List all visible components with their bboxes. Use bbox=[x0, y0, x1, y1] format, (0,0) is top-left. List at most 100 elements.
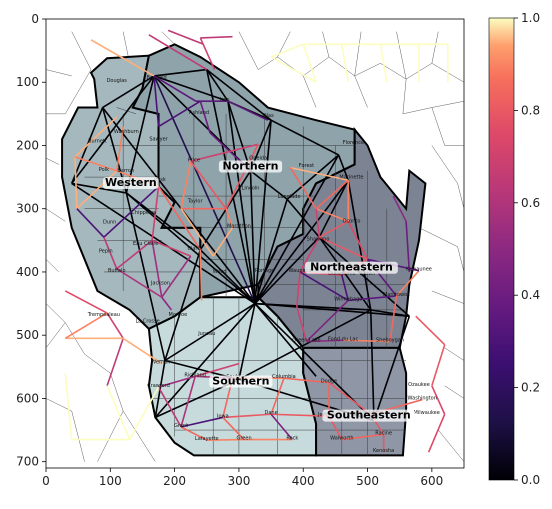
county-label: Dane bbox=[264, 410, 277, 416]
graph-edge bbox=[299, 271, 349, 302]
county-label: Forest bbox=[299, 163, 314, 169]
y-tick-label: 200 bbox=[16, 138, 39, 152]
graph-edge bbox=[254, 120, 272, 304]
county-label: Douglas bbox=[107, 78, 128, 84]
county-label: Green Lake bbox=[292, 338, 320, 344]
county-label: Sawyer bbox=[149, 136, 168, 142]
graph-edge bbox=[199, 249, 203, 301]
county-label: Langlade bbox=[278, 194, 301, 200]
county-label: Marathon bbox=[227, 224, 251, 230]
county-label: Burnett bbox=[88, 138, 107, 144]
colorbar-axis: 0.0 0.2 0.4 0.6 0.8 1.0 bbox=[514, 11, 540, 487]
voronoi-edge bbox=[402, 79, 407, 114]
county-label: Jackson bbox=[150, 281, 170, 287]
graph-edge bbox=[71, 75, 155, 184]
x-tick-label: 200 bbox=[163, 474, 186, 488]
voronoi-edge bbox=[46, 69, 72, 77]
voronoi-edge bbox=[444, 385, 464, 399]
region-label-bg bbox=[305, 261, 398, 274]
voronoi-edge bbox=[431, 107, 445, 146]
graph-edge bbox=[318, 179, 349, 238]
y-axis: 0 100 200 300 400 500 600 700 bbox=[16, 12, 46, 469]
graph-edge bbox=[115, 126, 124, 171]
voronoi-edge bbox=[46, 398, 72, 412]
graph-edge bbox=[103, 236, 118, 270]
county-label: Kewaunee bbox=[406, 267, 432, 273]
region-label: Northeastern bbox=[310, 261, 393, 274]
graph-edge bbox=[343, 339, 391, 343]
graph-edge bbox=[128, 386, 160, 440]
county-label: Washburn bbox=[114, 129, 139, 135]
graph-edge bbox=[151, 186, 160, 241]
graph-edge bbox=[238, 309, 372, 381]
voronoi-edge bbox=[354, 75, 368, 108]
graph-edge bbox=[180, 376, 196, 428]
voronoi-edge bbox=[328, 56, 355, 77]
graph-edge bbox=[106, 385, 131, 440]
graph-edge bbox=[238, 303, 256, 380]
county-label: Milwaukee bbox=[414, 410, 440, 416]
graph-edge bbox=[157, 186, 202, 251]
voronoi-edge bbox=[431, 290, 464, 304]
voronoi-edge bbox=[431, 101, 464, 108]
graph-edge bbox=[161, 255, 192, 298]
graph-edge bbox=[106, 312, 124, 339]
graph-edge bbox=[190, 160, 227, 210]
graph-edge bbox=[125, 192, 166, 361]
graph-edge bbox=[74, 156, 78, 209]
county-label: Vilas bbox=[262, 113, 274, 119]
voronoi-edge bbox=[444, 347, 464, 361]
county-label: Trempealeau bbox=[87, 312, 120, 318]
graph-edge bbox=[190, 143, 259, 163]
graph-edge bbox=[106, 338, 124, 387]
voronoi-edge bbox=[46, 322, 66, 348]
graph-edge bbox=[116, 239, 153, 270]
region-label: Southern bbox=[212, 375, 269, 388]
county-label: Manitowoc bbox=[383, 292, 410, 298]
x-tick-label: 100 bbox=[99, 474, 122, 488]
graph-edge bbox=[341, 433, 384, 441]
graph-edge bbox=[167, 29, 204, 46]
voronoi-edge bbox=[110, 373, 124, 412]
county-label: Monroe bbox=[169, 312, 188, 318]
x-tick-label: 600 bbox=[420, 474, 443, 488]
colorbar-tick-label: 0.6 bbox=[521, 196, 540, 210]
county-label: Fond du Lac bbox=[328, 336, 358, 342]
graph-edge bbox=[270, 43, 304, 58]
graph-edge bbox=[379, 44, 388, 83]
voronoi-edge bbox=[46, 303, 66, 323]
graph-edge bbox=[373, 315, 411, 421]
graph-edge bbox=[222, 413, 272, 419]
graph-edge bbox=[116, 268, 163, 298]
county-label: Wood bbox=[213, 269, 227, 275]
graph-edge bbox=[290, 166, 349, 182]
graph-edge bbox=[318, 220, 349, 238]
graph-edge bbox=[206, 68, 272, 121]
county-label: Eau Claire bbox=[133, 241, 158, 247]
county-label: Iron bbox=[220, 97, 230, 103]
graph-edge bbox=[315, 207, 349, 223]
y-tick-label: 700 bbox=[16, 455, 39, 469]
voronoi-edge bbox=[457, 183, 464, 209]
county-label: Columbia bbox=[272, 374, 296, 380]
graph-edge bbox=[212, 227, 234, 257]
y-tick-label: 400 bbox=[16, 265, 39, 279]
graph-edge bbox=[199, 37, 216, 70]
voronoi-edge bbox=[396, 31, 407, 80]
graph-edge bbox=[270, 119, 339, 156]
graph-edge bbox=[318, 236, 368, 261]
graph-edge bbox=[64, 290, 108, 314]
graph-edge bbox=[296, 271, 301, 307]
graph-edge bbox=[254, 179, 349, 305]
county-label: Sheboygan bbox=[376, 338, 404, 344]
x-axis: 0 100 200 300 400 500 600 bbox=[42, 468, 443, 488]
graph-edge bbox=[222, 416, 245, 441]
colorbar bbox=[488, 17, 515, 481]
graph-edge bbox=[153, 75, 197, 102]
graph-edge bbox=[122, 337, 163, 365]
voronoi-edge bbox=[457, 246, 464, 273]
county-label: Iowa bbox=[217, 413, 229, 419]
graph-edge bbox=[254, 302, 410, 318]
y-tick-label: 0 bbox=[31, 12, 39, 26]
graph-edge bbox=[151, 240, 163, 298]
